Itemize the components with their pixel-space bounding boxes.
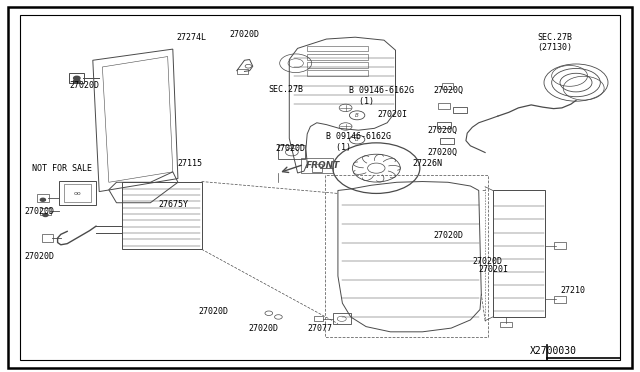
Text: 27020D: 27020D: [275, 144, 305, 153]
Text: NOT FOR SALE: NOT FOR SALE: [32, 164, 92, 173]
Text: oo: oo: [74, 190, 81, 196]
Text: 27020Q: 27020Q: [434, 86, 464, 94]
Text: 27020D: 27020D: [24, 207, 54, 216]
Text: B 09146-6162G
  (1): B 09146-6162G (1): [349, 86, 414, 106]
Text: 27115: 27115: [178, 159, 203, 168]
Bar: [307, 62, 368, 68]
Bar: [59, 181, 96, 205]
Text: SEC.27B: SEC.27B: [269, 85, 304, 94]
Text: B: B: [355, 113, 359, 118]
Bar: [554, 296, 566, 303]
Text: 27020D: 27020D: [198, 307, 228, 316]
Bar: [453, 107, 467, 113]
Circle shape: [43, 214, 48, 217]
Text: 27020I: 27020I: [378, 110, 408, 119]
Text: 27020D: 27020D: [434, 231, 464, 240]
Text: 27274L: 27274L: [176, 33, 206, 42]
Bar: [278, 145, 305, 159]
Bar: [237, 69, 248, 74]
Bar: [437, 122, 451, 128]
Circle shape: [74, 76, 80, 80]
Text: 27020D: 27020D: [24, 252, 54, 261]
Bar: [37, 194, 49, 202]
Text: 27020Q: 27020Q: [428, 148, 458, 157]
Bar: [554, 242, 566, 249]
Bar: [69, 73, 84, 83]
Text: B 09146-6162G
  (1): B 09146-6162G (1): [326, 132, 392, 152]
Text: 27020I: 27020I: [479, 265, 509, 274]
Circle shape: [40, 198, 45, 201]
Text: 27077: 27077: [307, 324, 332, 333]
Text: 27675Y: 27675Y: [159, 200, 189, 209]
Bar: [64, 184, 91, 202]
Bar: [42, 234, 53, 242]
Bar: [301, 158, 333, 173]
Bar: [333, 313, 351, 324]
Bar: [438, 103, 450, 109]
Text: 27020Q: 27020Q: [428, 126, 458, 135]
Bar: [312, 164, 322, 172]
Bar: [40, 208, 51, 215]
Text: 27020D: 27020D: [472, 257, 502, 266]
Bar: [440, 138, 454, 144]
Text: X2700030: X2700030: [530, 346, 577, 356]
Bar: [307, 54, 368, 60]
Bar: [314, 316, 323, 321]
Text: SEC.27B
(27130): SEC.27B (27130): [538, 33, 573, 52]
Text: FRONT: FRONT: [306, 161, 340, 170]
Text: 27226N: 27226N: [413, 159, 443, 168]
Bar: [307, 70, 368, 76]
Bar: [307, 46, 368, 51]
Text: 27210: 27210: [560, 286, 585, 295]
Bar: [500, 322, 512, 327]
Text: B: B: [355, 137, 359, 142]
Bar: [442, 83, 453, 89]
Text: 27020D: 27020D: [248, 324, 278, 333]
Text: 27020D: 27020D: [229, 30, 259, 39]
Circle shape: [74, 79, 80, 83]
Text: 27020D: 27020D: [69, 81, 99, 90]
